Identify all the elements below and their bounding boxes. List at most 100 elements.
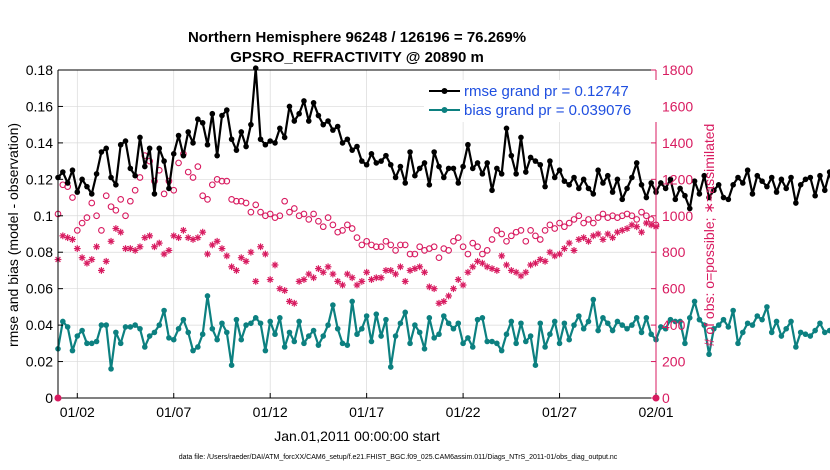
bias-point [479, 315, 486, 321]
obs-count-layer [54, 150, 660, 307]
assimilated-obs-marker [107, 237, 115, 245]
assimilated-obs-marker [117, 228, 125, 236]
rmse-point [383, 152, 389, 159]
possible-obs-marker [88, 199, 96, 207]
assimilated-obs-marker [218, 245, 226, 252]
bias-point [522, 338, 529, 345]
rmse-point [518, 134, 524, 141]
rmse-point [330, 127, 336, 133]
bias-point [325, 322, 331, 328]
possible-obs-marker [647, 216, 655, 223]
bias-point [368, 338, 375, 345]
rmse-point [744, 167, 751, 174]
bias-point [267, 318, 273, 325]
series-line-layer [55, 65, 830, 372]
bias-point [238, 336, 245, 343]
possible-obs-marker [522, 237, 530, 245]
assimilated-obs-marker [175, 234, 182, 242]
assimilated-obs-marker [464, 268, 472, 276]
possible-obs-marker [252, 201, 260, 209]
bias-point [180, 316, 187, 323]
assimilated-obs-marker [478, 259, 486, 267]
possible-obs-marker [102, 192, 110, 200]
bias-point [156, 322, 163, 328]
x-tick-label: 01/07 [156, 404, 191, 420]
assimilated-obs-marker [247, 248, 255, 256]
rmse-point [113, 182, 119, 188]
bias-point [397, 320, 404, 327]
bias-point [740, 329, 746, 336]
bias-point [243, 322, 249, 328]
possible-obs-marker [204, 196, 211, 203]
rmse-point [812, 192, 818, 199]
possible-obs-marker [474, 243, 481, 251]
rmse-point [132, 172, 138, 179]
rmse-point [730, 182, 736, 188]
assimilated-obs-marker [348, 274, 356, 282]
rmse-point [749, 191, 756, 197]
possible-obs-marker [160, 190, 168, 198]
bias-point [643, 315, 650, 321]
rmse-point [79, 176, 85, 183]
bias-point [349, 298, 355, 305]
assimilated-obs-marker [541, 257, 549, 265]
rmse-point [204, 141, 211, 148]
y-tick-label-right: 1400 [662, 135, 693, 151]
assimilated-obs-marker [604, 230, 612, 238]
possible-obs-marker [556, 219, 563, 227]
assimilated-obs-marker [208, 241, 216, 249]
bias-point [281, 344, 288, 350]
assimilated-obs-marker [517, 272, 525, 280]
bias-point [450, 325, 457, 332]
axis-corner-marker-right [652, 394, 660, 402]
rmse-point [416, 165, 423, 172]
possible-obs-marker [532, 232, 539, 240]
y-tick-label-right: 800 [662, 244, 686, 260]
bias-point [619, 322, 626, 328]
bias-point [518, 320, 524, 327]
x-axis-label: Jan.01,2011 00:00:00 start [274, 428, 440, 444]
possible-obs-marker [319, 223, 327, 231]
rmse-point [802, 176, 809, 183]
bias-point [638, 329, 645, 336]
rmse-point [175, 132, 182, 139]
rmse-point [315, 112, 322, 119]
possible-obs-marker [561, 223, 568, 231]
rmse-point [122, 138, 129, 144]
bias-point [310, 327, 317, 334]
assimilated-obs-marker [73, 245, 81, 252]
rmse-point [445, 165, 452, 172]
assimilated-obs-marker [339, 281, 346, 289]
bias-point [701, 322, 708, 328]
rmse-point [658, 180, 664, 186]
assimilated-obs-marker [363, 268, 371, 276]
assimilated-obs-marker [237, 254, 245, 262]
rmse-point [127, 165, 134, 172]
bias-point [542, 344, 548, 350]
bias-point [547, 331, 553, 338]
bias-point [339, 340, 346, 347]
possible-obs-marker [411, 250, 419, 258]
y-tick-label-left: 0.04 [26, 317, 53, 333]
rmse-point [412, 172, 418, 179]
bias-point [291, 338, 298, 345]
rmse-point [156, 145, 163, 152]
rmse-point [407, 149, 413, 155]
assimilated-obs-marker [546, 248, 554, 256]
assimilated-obs-marker [204, 250, 211, 258]
possible-obs-marker [310, 210, 317, 218]
assimilated-obs-marker [493, 267, 501, 274]
rmse-point [378, 158, 384, 164]
possible-obs-marker [117, 196, 125, 203]
assimilated-obs-marker [136, 243, 144, 251]
possible-obs-marker [445, 247, 452, 254]
possible-obs-marker [459, 243, 467, 251]
bias-point [566, 336, 572, 343]
bias-point [489, 338, 495, 345]
bias-point [315, 342, 322, 348]
rmse-point [643, 194, 650, 201]
rmse-point [465, 141, 471, 148]
rmse-point [508, 152, 515, 159]
y-tick-label-left: 0.06 [26, 281, 53, 297]
